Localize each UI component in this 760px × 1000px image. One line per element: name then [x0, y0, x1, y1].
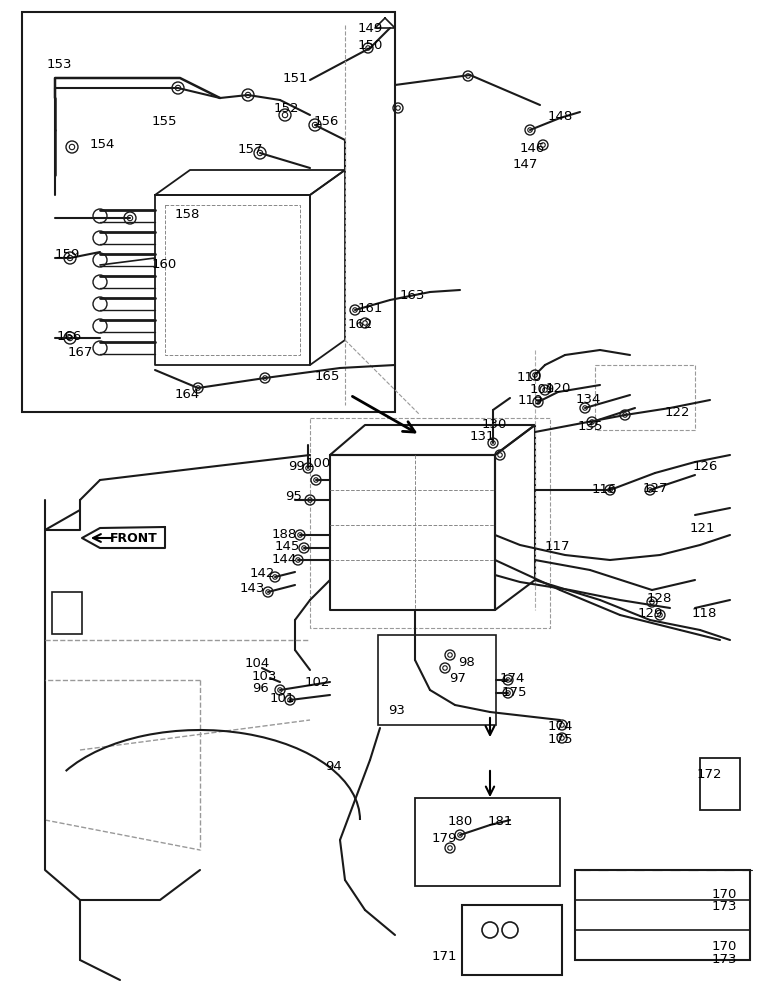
- Text: 97: 97: [449, 672, 466, 685]
- Text: 134: 134: [576, 393, 601, 406]
- Text: 93: 93: [388, 704, 405, 717]
- Text: 173: 173: [712, 900, 737, 913]
- Text: 156: 156: [314, 115, 340, 128]
- Text: 171: 171: [432, 950, 458, 963]
- Text: 160: 160: [152, 258, 177, 271]
- Text: 121: 121: [690, 522, 715, 535]
- Text: 159: 159: [55, 248, 81, 261]
- Text: 174: 174: [548, 720, 573, 733]
- Text: 172: 172: [697, 768, 723, 781]
- Bar: [575, 870, 750, 960]
- Text: 146: 146: [520, 142, 545, 155]
- Bar: [22, 12, 395, 412]
- Text: 126: 126: [693, 460, 718, 473]
- Text: 143: 143: [240, 582, 265, 595]
- Text: 118: 118: [692, 607, 717, 620]
- Text: 109: 109: [530, 383, 556, 396]
- Text: 128: 128: [647, 592, 673, 605]
- Text: 102: 102: [305, 676, 331, 689]
- Text: 127: 127: [643, 482, 669, 495]
- Text: 142: 142: [250, 567, 275, 580]
- Text: 122: 122: [665, 406, 691, 419]
- Text: 162: 162: [348, 318, 373, 331]
- Bar: [700, 758, 740, 810]
- Text: 180: 180: [448, 815, 473, 828]
- Text: 103: 103: [252, 670, 277, 683]
- Text: 119: 119: [518, 394, 543, 407]
- Bar: [462, 905, 562, 975]
- Text: 152: 152: [274, 102, 299, 115]
- Bar: [415, 798, 560, 886]
- Bar: [52, 592, 82, 634]
- Bar: [310, 418, 550, 628]
- Text: 116: 116: [592, 483, 617, 496]
- Text: 151: 151: [283, 72, 309, 85]
- Bar: [378, 635, 496, 725]
- Text: 157: 157: [238, 143, 264, 156]
- Text: 163: 163: [400, 289, 426, 302]
- Text: 174: 174: [500, 672, 525, 685]
- Text: 99: 99: [288, 460, 305, 473]
- Text: 100: 100: [306, 457, 331, 470]
- Text: 110: 110: [517, 371, 543, 384]
- Text: FRONT: FRONT: [110, 532, 158, 544]
- Text: 170: 170: [712, 888, 737, 901]
- Text: 98: 98: [458, 656, 475, 669]
- Text: 164: 164: [175, 388, 200, 401]
- Text: 181: 181: [488, 815, 513, 828]
- Bar: [595, 365, 695, 430]
- Text: 94: 94: [325, 760, 342, 773]
- Text: 148: 148: [548, 110, 573, 123]
- Text: 158: 158: [175, 208, 201, 221]
- Text: 144: 144: [272, 553, 297, 566]
- Text: 117: 117: [545, 540, 571, 553]
- Text: 101: 101: [270, 692, 296, 705]
- Text: 95: 95: [285, 490, 302, 503]
- Text: 149: 149: [358, 22, 383, 35]
- Text: 188: 188: [272, 528, 297, 541]
- Text: 165: 165: [315, 370, 340, 383]
- Text: 104: 104: [245, 657, 271, 670]
- Text: 175: 175: [548, 733, 574, 746]
- Text: 173: 173: [712, 953, 737, 966]
- Text: 120: 120: [546, 382, 572, 395]
- Text: 166: 166: [57, 330, 82, 343]
- Text: 96: 96: [252, 682, 269, 695]
- Text: 147: 147: [513, 158, 538, 171]
- Text: 135: 135: [578, 420, 603, 433]
- Text: 167: 167: [68, 346, 93, 359]
- Text: 145: 145: [275, 540, 300, 553]
- Text: 130: 130: [482, 418, 508, 431]
- Text: 131: 131: [470, 430, 496, 443]
- Bar: [165, 205, 300, 355]
- Text: 175: 175: [502, 686, 527, 699]
- Text: 161: 161: [358, 302, 383, 315]
- Text: 170: 170: [712, 940, 737, 953]
- Text: 154: 154: [90, 138, 116, 151]
- Text: 179: 179: [432, 832, 458, 845]
- Text: 150: 150: [358, 39, 383, 52]
- Text: 153: 153: [47, 58, 72, 71]
- Text: 129: 129: [638, 607, 663, 620]
- Text: 155: 155: [152, 115, 178, 128]
